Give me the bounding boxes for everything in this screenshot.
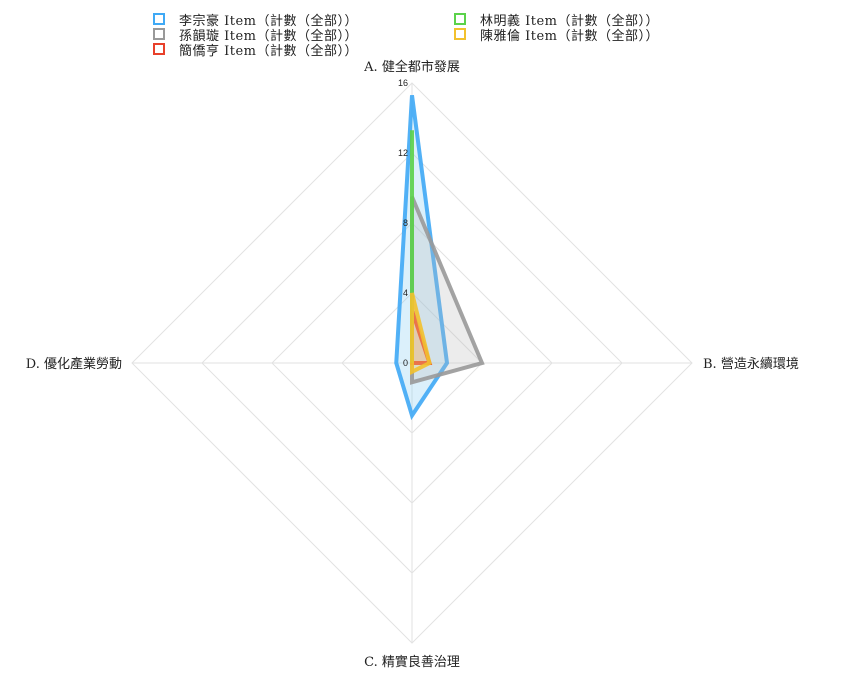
tick-label-0: 0 <box>403 358 408 368</box>
tick-label-4: 4 <box>403 288 408 298</box>
axis-label-c: C. 精實良善治理 <box>364 654 460 670</box>
axis-label-d: D. 優化產業勞動 <box>26 356 122 372</box>
tick-label-16: 16 <box>398 78 408 88</box>
tick-label-8: 8 <box>403 218 408 228</box>
radar-series <box>396 95 482 415</box>
axis-label-b: B. 營造永續環境 <box>703 357 799 372</box>
axis-label-a: A. 健全都市發展 <box>363 59 460 75</box>
tick-label-12: 12 <box>398 148 408 158</box>
